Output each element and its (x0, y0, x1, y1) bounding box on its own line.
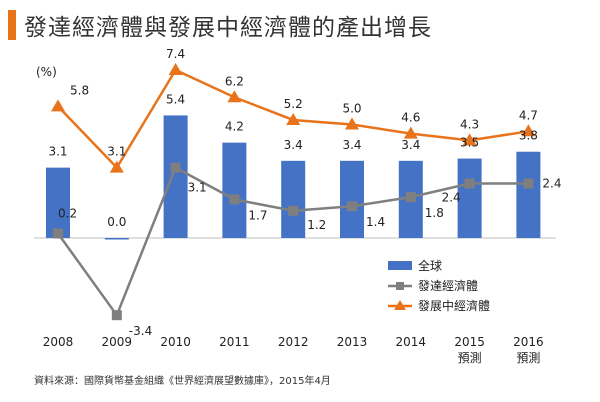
chart-title: 發達經濟體與發展中經濟體的產出增長 (24, 15, 432, 41)
bar-global-2008 (46, 167, 70, 238)
label-global-2012: 3.4 (284, 138, 303, 152)
marker-emerging-2013 (345, 117, 359, 130)
marker-advanced-2015 (464, 178, 475, 189)
marker-advanced-2011 (229, 194, 240, 205)
x-subtick-2016: 預測 (516, 351, 540, 365)
label-global-2014: 3.4 (401, 138, 420, 152)
y-axis-label: (%) (36, 65, 57, 79)
label-global-2008: 3.1 (48, 145, 67, 159)
bar-global-2012 (281, 160, 306, 238)
x-tick-2013: 2013 (337, 335, 368, 349)
bar-global-2015 (457, 158, 482, 238)
marker-emerging-2012 (286, 112, 301, 125)
marker-emerging-2016 (521, 124, 536, 137)
marker-advanced-2016 (523, 178, 534, 189)
marker-emerging-2014 (403, 126, 418, 139)
label-emerging-2013: 5.0 (342, 102, 361, 116)
x-tick-2015: 2015 (454, 335, 485, 349)
legend-label-global: 全球 (418, 258, 442, 273)
marker-emerging-2015 (462, 133, 477, 146)
x-tick-2011: 2011 (219, 335, 250, 349)
label-advanced-2014: 1.8 (425, 206, 444, 220)
marker-emerging-2009 (109, 160, 124, 173)
bar-global-2013 (340, 160, 364, 238)
label-global-2013: 3.4 (342, 138, 361, 152)
label-global-2009: 0.0 (107, 215, 126, 229)
marker-advanced-2008 (53, 228, 63, 239)
label-advanced-2013: 1.4 (366, 215, 385, 229)
legend-marker-emerging (394, 300, 406, 310)
label-emerging-2015: 4.3 (460, 117, 479, 131)
label-global-2011: 4.2 (225, 120, 244, 134)
label-advanced-2012: 1.2 (307, 218, 326, 232)
legend-label-advanced: 發達經濟體 (418, 278, 478, 293)
label-advanced-2009: -3.4 (129, 324, 152, 338)
x-tick-2016: 2016 (513, 335, 544, 349)
label-advanced-2008: 0.2 (58, 206, 77, 220)
marker-advanced-2010 (170, 162, 181, 173)
label-advanced-2011: 1.7 (248, 208, 267, 222)
marker-advanced-2014 (405, 192, 416, 203)
x-tick-2014: 2014 (396, 335, 427, 349)
label-global-2015: 3.5 (460, 136, 479, 150)
marker-advanced-2013 (347, 201, 357, 212)
label-emerging-2011: 6.2 (225, 74, 244, 88)
legend-marker-advanced (396, 282, 404, 290)
bar-global-2009 (104, 238, 129, 240)
x-subtick-2015: 預測 (458, 351, 482, 365)
source-note: 資料來源：國際貨幣基金組織《世界經濟展望數據庫》，2015年4月 (34, 376, 331, 387)
label-advanced-2015: 2.4 (442, 191, 461, 205)
label-advanced-2016: 2.4 (542, 177, 561, 191)
x-tick-2009: 2009 (102, 335, 133, 349)
marker-emerging-2008 (51, 99, 65, 112)
legend-label-emerging: 發展中經濟體 (418, 298, 490, 313)
x-tick-2010: 2010 (160, 335, 191, 349)
legend-swatch-global (388, 261, 412, 270)
label-emerging-2016: 4.7 (519, 108, 538, 122)
label-advanced-2010: 3.1 (188, 181, 207, 195)
marker-advanced-2009 (111, 310, 122, 321)
label-emerging-2012: 5.2 (284, 97, 303, 111)
bar-global-2010 (163, 115, 188, 238)
label-global-2016: 3.8 (519, 129, 538, 143)
x-tick-2008: 2008 (43, 335, 74, 349)
marker-advanced-2012 (288, 205, 299, 216)
label-emerging-2010: 7.4 (166, 47, 185, 61)
bar-global-2016 (516, 151, 541, 238)
title-accent-bar (8, 10, 16, 40)
label-global-2010: 5.4 (166, 92, 185, 106)
label-emerging-2014: 4.6 (401, 111, 420, 125)
x-tick-2012: 2012 (278, 335, 309, 349)
marker-emerging-2010 (168, 63, 183, 76)
marker-emerging-2011 (227, 90, 242, 103)
label-emerging-2009: 3.1 (107, 145, 126, 159)
label-emerging-2008: 5.8 (70, 83, 89, 97)
bar-global-2011 (222, 142, 247, 238)
